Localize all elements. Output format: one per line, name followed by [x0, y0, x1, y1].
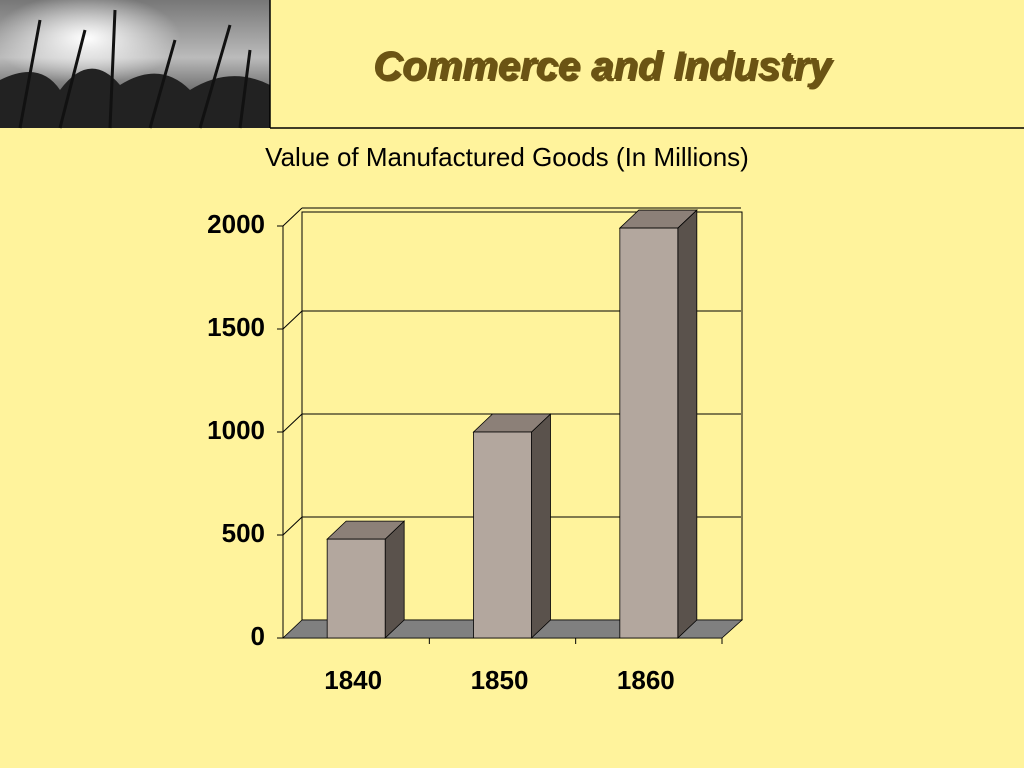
- bar-side: [677, 209, 698, 639]
- header-image: [0, 0, 270, 129]
- plot: [277, 207, 744, 644]
- y-tick-label: 1500: [207, 312, 265, 342]
- grid-line: [282, 310, 303, 330]
- y-tick-label: 500: [222, 518, 265, 548]
- grid-line: [282, 207, 303, 227]
- grid-line: [282, 413, 303, 433]
- bar: [619, 227, 679, 639]
- chart-title: Value of Manufactured Goods (In Millions…: [265, 142, 749, 172]
- x-tick-label: 1850: [471, 665, 529, 695]
- slide-title: Commerce and Industry: [373, 44, 833, 88]
- bar-side: [384, 520, 405, 639]
- y-tick-label: 1000: [207, 415, 265, 445]
- x-tick-label: 1860: [617, 665, 675, 695]
- y-tick-label: 0: [251, 621, 265, 651]
- bar: [473, 431, 532, 639]
- bar: [326, 538, 386, 639]
- bar-side: [531, 413, 551, 639]
- title-shadow: Commerce and Industry: [375, 46, 835, 90]
- x-tick-label: 1840: [324, 665, 382, 695]
- y-tick-label: 2000: [207, 209, 265, 239]
- grid-line: [282, 516, 303, 536]
